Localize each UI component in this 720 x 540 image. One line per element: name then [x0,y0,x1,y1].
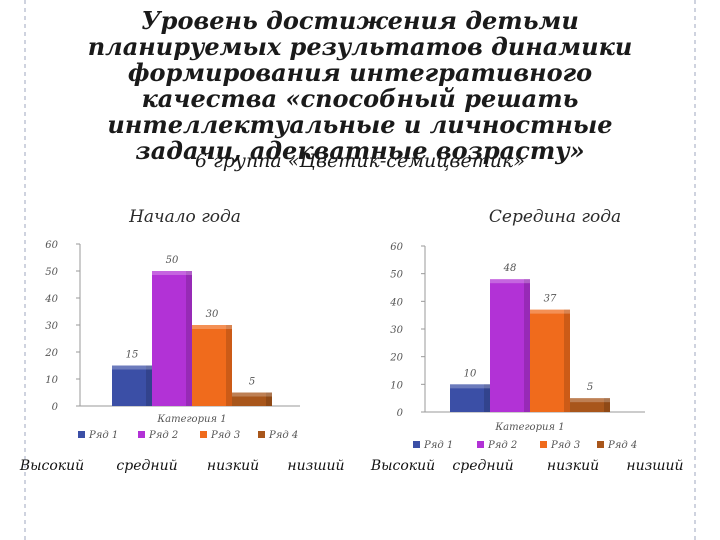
legend-label: Ряд 3 [550,440,580,451]
data-label: 30 [206,309,219,320]
page-margin-decoration-right [694,0,696,540]
chart-title: Начало года [128,207,241,227]
bar-shade [186,271,192,406]
legend-swatch [138,431,145,438]
y-tick-label: 20 [44,348,58,359]
bar-highlight [490,279,530,284]
bar [490,279,530,412]
y-tick-label: 50 [390,270,403,281]
bar-shade [604,398,610,412]
y-tick-label: 10 [45,375,58,386]
bar-shade [484,384,490,412]
bar-highlight [232,392,272,397]
bar [530,309,570,412]
category-label: Категория 1 [156,414,226,425]
y-tick-label: 30 [45,321,58,332]
bar-highlight [192,325,232,329]
y-tick-label: 20 [389,353,403,364]
legend-swatch [413,441,420,448]
bar-group [450,384,490,412]
data-label: 10 [464,368,477,379]
y-tick-label: 10 [390,380,403,391]
level-label: Высокий [370,458,435,474]
bar [570,398,610,412]
bar [152,271,192,406]
bar [112,365,152,406]
level-label: средний [116,458,177,474]
bar [450,384,490,412]
bar-group [530,309,570,412]
bar-shade [564,309,570,412]
legend-swatch [258,431,265,438]
bar-highlight [450,384,490,389]
legend-swatch [477,441,484,448]
y-tick-label: 0 [397,408,404,419]
bar-shade [146,365,152,406]
legend-label: Ряд 1 [88,430,118,441]
bar-group [232,392,272,406]
data-label: 37 [544,294,557,305]
legend-swatch [540,441,547,448]
y-tick-label: 0 [52,402,59,413]
y-tick-label: 40 [389,297,403,308]
legend-swatch [597,441,604,448]
category-label: Категория 1 [494,422,564,433]
legend-label: Ряд 4 [607,440,637,451]
y-tick-label: 40 [44,294,58,305]
level-label: низкий [547,458,599,474]
legend-label: Ряд 1 [423,440,453,451]
page-subtitle: 6 группа «Цветик-семицветик» [195,150,525,172]
bar-highlight [112,365,152,370]
page-margin-decoration [24,0,26,540]
chart-start-of-year: Начало года 0 10 20 30 40 50 60 15 50 30 5 Категория… [19,207,345,474]
data-label: 15 [126,350,139,361]
level-label: низкий [207,458,259,474]
legend-label: Ряд 4 [268,430,298,441]
bar-shade [524,279,530,412]
data-label: 50 [166,255,179,266]
bar-shade [266,392,272,406]
data-label: 5 [249,377,255,388]
bar-highlight [570,398,610,403]
level-label: низший [287,458,344,474]
page-title: Уровень достижения детьми планируемых ре… [87,6,633,165]
bar-group [152,271,192,406]
bar-highlight [152,271,192,275]
legend-label: Ряд 2 [148,430,178,441]
legend-swatch [200,431,207,438]
y-tick-label: 60 [390,242,403,253]
level-label: низший [626,458,683,474]
y-tick-label: 30 [390,325,403,336]
data-label: 5 [587,382,593,393]
chart-mid-year: Середина года 0 10 20 30 40 50 60 10 48 37 5 Категор… [370,207,684,474]
bar-group [570,398,610,412]
legend-label: Ряд 3 [210,430,240,441]
bar-shade [226,325,232,406]
bar-group [192,325,232,406]
chart-title: Середина года [489,207,621,227]
bar [192,325,232,406]
legend-swatch [78,431,85,438]
data-label: 48 [503,263,517,274]
level-label: средний [452,458,513,474]
bar-highlight [530,309,570,314]
legend-label: Ряд 2 [487,440,517,451]
bar-group [112,365,152,406]
level-label: Высокий [19,458,84,474]
bar [232,392,272,406]
y-tick-label: 50 [45,267,58,278]
bar-group [490,279,530,412]
y-tick-label: 60 [45,240,58,251]
